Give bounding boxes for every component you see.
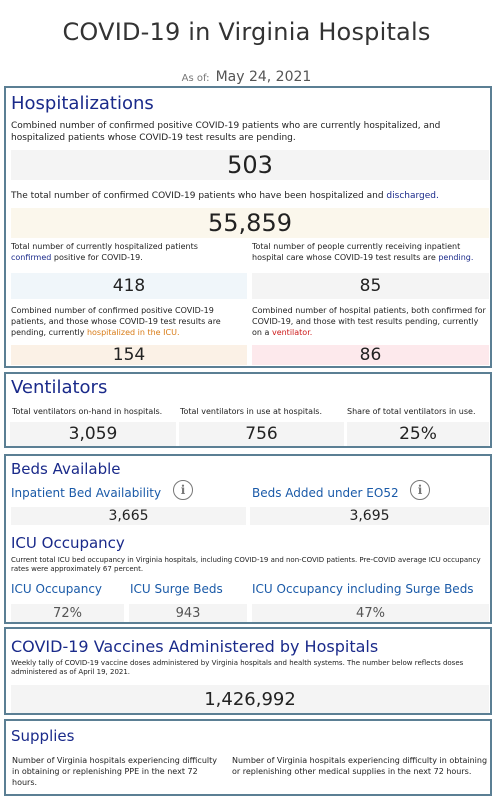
vaccines-panel: COVID-19 Vaccines Administered by Hospit… [4,627,492,715]
as-of-line: As of: May 24, 2021 [0,66,493,85]
vaccines-value: 1,426,992 [11,685,489,713]
discharged-description-text: The total number of confirmed COVID-19 p… [11,191,387,201]
info-icon[interactable]: i [173,480,193,500]
icu-occ-label: ICU Occupancy [11,582,103,596]
icu-occupancy-description: Current total ICU bed occupancy in Virgi… [11,556,481,573]
beds-title: Beds Available [11,460,121,478]
inpatient-label: Inpatient Bed Availability [11,486,162,500]
as-of-label: As of: [181,73,210,84]
inuse-value: 756 [179,422,344,446]
vaccines-title: COVID-19 Vaccines Administered by Hospit… [11,637,379,656]
share-value: 25% [347,422,489,446]
icu-link-text: hospitalized in the ICU. [86,328,180,337]
combined-description: Combined number of confirmed positive CO… [11,121,441,143]
inpatient-value: 3,665 [11,507,246,525]
confirmed-description: Total number of currently hospitalized p… [11,241,241,263]
pending-link-text: pending. [438,253,474,262]
occ-surge-value: 47% [252,604,489,622]
ppe-description: Number of Virginia hospitals experiencin… [12,756,217,787]
confirmed-desc-pre: Total number of currently hospitalized p… [11,242,198,251]
icu-occupancy-title: ICU Occupancy [11,534,125,552]
pending-value: 85 [252,273,489,299]
added-label: Beds Added under EO52 [252,486,399,500]
info-icon[interactable]: i [410,480,430,500]
supplies-title: Supplies [11,727,75,745]
vent-description: Combined number of hospital patients, bo… [252,305,488,338]
discharged-link-text: discharged. [386,191,439,201]
discharged-value: 55,859 [11,208,489,238]
vent-desc-pre: Combined number of hospital patients, bo… [252,306,486,337]
occ-surge-label: ICU Occupancy including Surge Beds [252,582,474,596]
onhand-value: 3,059 [10,422,176,446]
hospitalizations-title: Hospitalizations [11,93,154,114]
onhand-label: Total ventilators on-hand in hospitals. [12,407,163,416]
vent-link-text: ventilator. [271,328,313,337]
icu-description: Combined number of confirmed positive CO… [11,305,247,338]
page-title: COVID-19 in Virginia Hospitals [62,18,431,46]
icu-occ-value: 72% [11,604,124,622]
confirmed-desc-post: positive for COVID-19. [51,253,143,262]
vent-value: 86 [252,345,489,365]
pending-desc-pre: Total number of people currently receivi… [252,242,461,262]
added-value: 3,695 [250,507,489,525]
pending-description: Total number of people currently receivi… [252,241,488,263]
vaccines-description: Weekly tally of COVID-19 vaccine doses a… [11,659,464,676]
other-supplies-description: Number of Virginia hospitals experiencin… [232,756,488,776]
combined-value: 503 [11,150,489,180]
surge-label: ICU Surge Beds [130,582,223,596]
hospitalizations-panel: Hospitalizations Combined number of conf… [4,86,492,368]
as-of-date: May 24, 2021 [215,69,312,85]
icu-desc-pre: Combined number of confirmed positive CO… [11,306,221,337]
icu-value: 154 [11,345,247,365]
surge-value: 943 [129,604,247,622]
beds-panel: Beds Available Inpatient Bed Availabilit… [4,454,492,624]
confirmed-value: 418 [11,273,247,299]
ventilators-panel: Ventilators Total ventilators on-hand in… [4,372,492,448]
discharged-description: The total number of confirmed COVID-19 p… [11,190,489,202]
supplies-panel: Supplies Number of Virginia hospitals ex… [4,719,492,796]
confirmed-link-text: confirmed [11,253,52,262]
inuse-label: Total ventilators in use at hospitals. [180,407,322,416]
share-label: Share of total ventilators in use. [347,407,476,416]
ventilators-title: Ventilators [11,377,108,398]
